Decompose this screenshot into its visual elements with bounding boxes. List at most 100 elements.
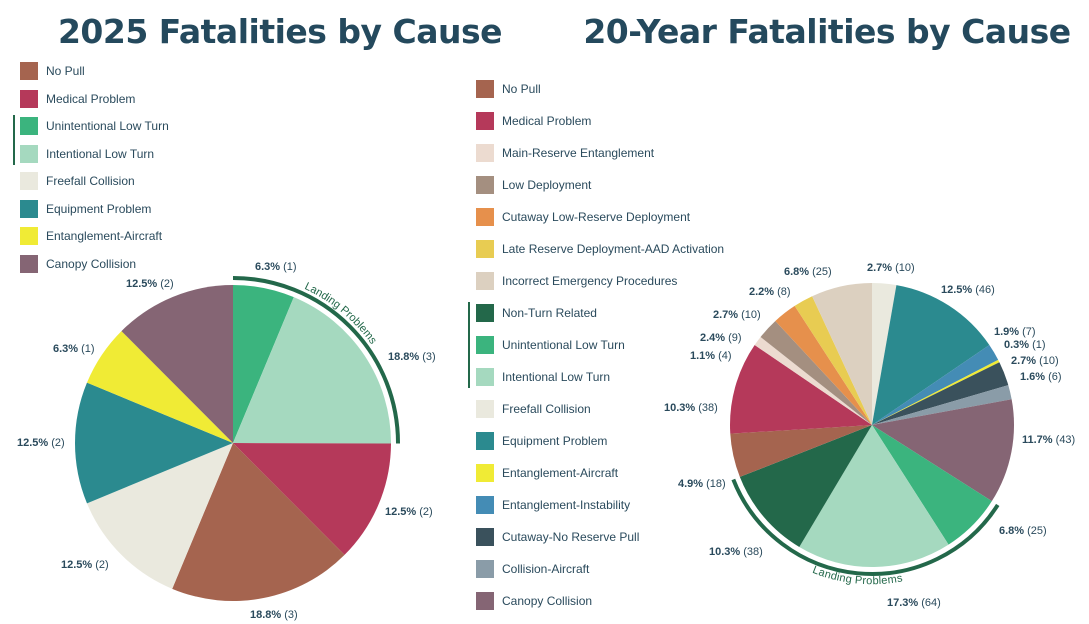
legend-item-low-deployment: Low Deployment [476, 176, 591, 194]
legend-label: Collision-Aircraft [502, 562, 590, 576]
data-label-percent: 6.8% [999, 525, 1025, 537]
legend-label: Freefall Collision [502, 402, 591, 416]
data-label-incorrect-emergency-procedures: 6.8% (25) [784, 266, 832, 278]
data-label-count: (38) [743, 546, 763, 558]
legend-swatch [476, 336, 494, 354]
data-label-count: (2) [95, 559, 109, 571]
data-label-count: (6) [1048, 371, 1062, 383]
pie-slice-intentional-low-turn [233, 297, 391, 444]
data-label-count: (2) [51, 437, 65, 449]
legend-swatch [476, 272, 494, 290]
data-label-count: (64) [921, 597, 941, 609]
data-label-entanglement-aircraft: 0.3% (1) [1004, 339, 1046, 351]
data-label-percent: 12.5% [126, 278, 158, 290]
data-label-percent: 12.5% [17, 437, 49, 449]
pie-slice-intentional-low-turn [799, 425, 949, 567]
chart-title-2025: 2025 Fatalities by Cause [57, 12, 503, 51]
legend-item-late-reserve-deployment-aad-activation: Late Reserve Deployment-AAD Activation [476, 240, 724, 258]
legend-swatch [476, 400, 494, 418]
data-label-percent: 10.3% [664, 402, 696, 414]
legend-swatch [476, 432, 494, 450]
pie-slice-cutaway-low-reserve-deployment [775, 305, 872, 425]
legend-label: No Pull [502, 82, 541, 96]
data-label-count: (25) [1027, 525, 1047, 537]
data-label-percent: 2.2% [749, 286, 775, 298]
data-label-percent: 1.1% [690, 350, 716, 362]
data-label-collision-aircraft: 1.6% (6) [1020, 371, 1062, 383]
pie-slice-canopy-collision [872, 399, 1014, 502]
legend-item-canopy-collision: Canopy Collision [20, 254, 136, 273]
data-label-percent: 1.6% [1020, 371, 1046, 383]
legend-item-freefall-collision: Freefall Collision [476, 400, 591, 418]
pie-slice-equipment-problem [74, 382, 233, 504]
legend-item-cutaway-low-reserve-deployment: Cutaway Low-Reserve Deployment [476, 208, 690, 226]
legend-swatch [476, 464, 494, 482]
legend-label: Cutaway Low-Reserve Deployment [502, 210, 691, 224]
legend-swatch [476, 80, 494, 98]
data-label-low-deployment: 2.4% (9) [700, 332, 742, 344]
pie-slice-equipment-problem [872, 285, 990, 425]
legend-label: Low Deployment [502, 178, 592, 192]
data-label-count: (10) [741, 309, 761, 321]
legend-item-medical-problem: Medical Problem [20, 89, 135, 108]
legend-item-medical-problem: Medical Problem [476, 112, 591, 130]
pie-slice-incorrect-emergency-procedures [812, 283, 872, 425]
legend-label: Entanglement-Aircraft [46, 229, 163, 243]
legend-label: No Pull [46, 64, 85, 78]
data-label-percent: 12.5% [61, 559, 93, 571]
data-label-count: (25) [812, 266, 832, 278]
legend-label: Entanglement-Aircraft [502, 466, 619, 480]
data-label-medical-problem: 10.3% (38) [664, 402, 718, 414]
pie-slice-collision-aircraft [872, 385, 1012, 425]
legend-swatch [476, 208, 494, 226]
legend-label: Intentional Low Turn [502, 370, 611, 384]
legend-label: Equipment Problem [502, 434, 608, 448]
legend-label: Incorrect Emergency Procedures [502, 274, 678, 288]
legend-swatch [476, 560, 494, 578]
data-label-count: (38) [698, 402, 718, 414]
legend-swatch [20, 62, 38, 80]
legend-item-intentional-low-turn: Intentional Low Turn [476, 368, 610, 386]
legend-item-unintentional-low-turn: Unintentional Low Turn [20, 117, 169, 135]
data-label-percent: 0.3% [1004, 339, 1030, 351]
data-label-count: (1) [283, 261, 297, 273]
data-label-no-pull: 18.8% (3) [250, 609, 298, 621]
data-label-cutaway-no-reserve-pull: 2.7% (10) [1011, 355, 1059, 367]
data-label-percent: 10.3% [709, 546, 741, 558]
legend-item-entanglement-aircraft: Entanglement-Aircraft [476, 464, 618, 482]
pie-slice-canopy-collision [121, 285, 233, 443]
data-label-percent: 18.8% [388, 351, 420, 363]
legend-swatch [20, 199, 38, 218]
legend-label: Canopy Collision [502, 594, 593, 608]
data-label-count: (3) [422, 351, 436, 363]
data-label-percent: 2.4% [700, 332, 726, 344]
legend-label: Freefall Collision [46, 174, 135, 188]
pie-slice-medical-problem [730, 345, 872, 434]
data-label-late-reserve-deployment-aad-activation: 2.2% (8) [749, 286, 791, 298]
data-label-percent: 1.9% [994, 326, 1020, 338]
data-label-percent: 2.7% [1011, 355, 1037, 367]
data-label-count: (46) [975, 284, 995, 296]
data-label-count: (1) [1032, 339, 1046, 351]
data-label-percent: 2.7% [867, 262, 893, 274]
legend-item-no-pull: No Pull [476, 80, 541, 98]
data-label-count: (18) [706, 478, 726, 490]
data-label-no-pull: 4.9% (18) [678, 478, 726, 490]
pie-slice-entanglement-aircraft [872, 359, 1000, 425]
pie-slice-entanglement-instability [872, 345, 999, 425]
data-label-count: (10) [1039, 355, 1059, 367]
data-label-main-reserve-entanglement: 1.1% (4) [690, 350, 732, 362]
data-label-canopy-collision: 12.5% (2) [126, 278, 174, 290]
legend-label: Unintentional Low Turn [502, 338, 625, 352]
pie-slice-unintentional-low-turn [872, 425, 992, 545]
legend-swatch [476, 496, 494, 514]
legend-swatch [476, 112, 494, 130]
legend-swatch [20, 144, 38, 163]
pie-slice-freefall-collision [86, 443, 234, 589]
legend-label: Unintentional Low Turn [46, 119, 169, 133]
legend-item-freefall-collision: Freefall Collision [20, 172, 135, 190]
legend-item-intentional-low-turn: Intentional Low Turn [20, 144, 154, 163]
legend-label: Equipment Problem [46, 201, 152, 216]
pie-slice-freefall-collision [872, 283, 897, 425]
